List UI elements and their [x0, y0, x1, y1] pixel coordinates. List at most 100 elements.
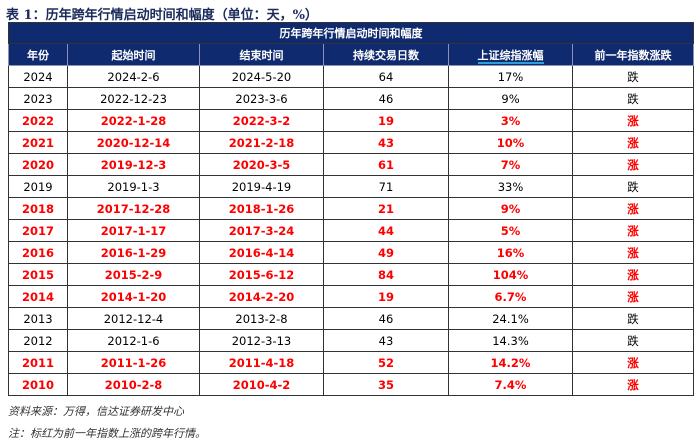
cell-days: 84 — [323, 263, 449, 286]
cell-gain: 17% — [448, 65, 573, 88]
cell-prev: 涨 — [572, 241, 694, 264]
cell-days: 21 — [323, 197, 449, 220]
cell-year: 2017 — [8, 219, 68, 242]
cell-gain: 14.2% — [448, 351, 573, 374]
cell-year: 2019 — [8, 175, 68, 198]
table-row: 2018 2017-12-28 2018-1-26 21 9% 涨 — [8, 197, 694, 220]
cell-days: 43 — [323, 131, 449, 154]
table-title: 历年跨年行情启动时间和幅度 — [8, 22, 694, 44]
cell-year: 2022 — [8, 109, 68, 132]
cell-gain: 3% — [448, 109, 573, 132]
cell-start: 2010-2-8 — [67, 373, 200, 396]
cell-end: 2016-4-14 — [199, 241, 324, 264]
header-prev: 前一年指数涨跌 — [572, 43, 694, 66]
cell-end: 2023-3-6 — [199, 87, 324, 110]
table-body: 2024 2024-2-6 2024-5-20 64 17% 跌 2023 2022-12-2… — [8, 65, 694, 396]
table-row: 2012 2012-1-6 2012-3-13 43 14.3% 跌 — [8, 329, 694, 352]
cell-start: 2016-1-29 — [67, 241, 200, 264]
cell-gain: 7.4% — [448, 373, 573, 396]
table-row: 2011 2011-1-26 2011-4-18 52 14.2% 涨 — [8, 351, 694, 374]
cell-end: 2014-2-20 — [199, 285, 324, 308]
cell-end: 2015-6-12 — [199, 263, 324, 286]
cell-gain: 24.1% — [448, 307, 573, 330]
cell-prev: 涨 — [572, 373, 694, 396]
cell-prev: 跌 — [572, 175, 694, 198]
table-row: 2017 2017-1-17 2017-3-24 44 5% 涨 — [8, 219, 694, 242]
cell-prev: 涨 — [572, 131, 694, 154]
cell-prev: 跌 — [572, 87, 694, 110]
header-year: 年份 — [8, 43, 68, 66]
cell-year: 2015 — [8, 263, 68, 286]
cell-gain: 9% — [448, 87, 573, 110]
table-row: 2024 2024-2-6 2024-5-20 64 17% 跌 — [8, 65, 694, 88]
cell-gain: 104% — [448, 263, 573, 286]
cell-end: 2010-4-2 — [199, 373, 324, 396]
table-row: 2010 2010-2-8 2010-4-2 35 7.4% 涨 — [8, 373, 694, 396]
cell-year: 2021 — [8, 131, 68, 154]
cell-end: 2022-3-2 — [199, 109, 324, 132]
footnote: 注：标红为前一年指数上涨的跨年行情。 — [8, 427, 206, 440]
cell-days: 46 — [323, 87, 449, 110]
cell-end: 2019-4-19 — [199, 175, 324, 198]
cell-year: 2014 — [8, 285, 68, 308]
cell-end: 2012-3-13 — [199, 329, 324, 352]
cell-days: 61 — [323, 153, 449, 176]
table-row: 2013 2012-12-4 2013-2-8 46 24.1% 跌 — [8, 307, 694, 330]
cell-year: 2020 — [8, 153, 68, 176]
header-gain-label: 上证综指涨幅 — [477, 48, 544, 64]
cell-gain: 7% — [448, 153, 573, 176]
cell-start: 2012-12-4 — [67, 307, 200, 330]
header-start: 起始时间 — [67, 43, 200, 66]
cell-end: 2011-4-18 — [199, 351, 324, 374]
cell-year: 2016 — [8, 241, 68, 264]
cell-start: 2014-1-20 — [67, 285, 200, 308]
cell-start: 2022-1-28 — [67, 109, 200, 132]
cell-days: 19 — [323, 285, 449, 308]
cell-start: 2020-12-14 — [67, 131, 200, 154]
cell-year: 2023 — [8, 87, 68, 110]
cell-start: 2024-2-6 — [67, 65, 200, 88]
header-gain: 上证综指涨幅 — [448, 43, 573, 66]
cell-end: 2018-1-26 — [199, 197, 324, 220]
table-row: 2022 2022-1-28 2022-3-2 19 3% 涨 — [8, 109, 694, 132]
table-row: 2014 2014-1-20 2014-2-20 19 6.7% 涨 — [8, 285, 694, 308]
cell-gain: 9% — [448, 197, 573, 220]
cell-end: 2024-5-20 — [199, 65, 324, 88]
table-row: 2019 2019-1-3 2019-4-19 71 33% 跌 — [8, 175, 694, 198]
cell-prev: 涨 — [572, 109, 694, 132]
cell-year: 2010 — [8, 373, 68, 396]
cell-end: 2013-2-8 — [199, 307, 324, 330]
cell-days: 44 — [323, 219, 449, 242]
cell-start: 2017-1-17 — [67, 219, 200, 242]
cell-days: 19 — [323, 109, 449, 132]
cell-days: 64 — [323, 65, 449, 88]
cell-end: 2020-3-5 — [199, 153, 324, 176]
cell-gain: 10% — [448, 131, 573, 154]
cell-days: 71 — [323, 175, 449, 198]
header-end: 结束时间 — [199, 43, 324, 66]
cell-days: 49 — [323, 241, 449, 264]
cell-prev: 涨 — [572, 351, 694, 374]
cell-gain: 5% — [448, 219, 573, 242]
cell-year: 2018 — [8, 197, 68, 220]
cell-year: 2024 — [8, 65, 68, 88]
source-note: 资料来源：万得，信达证券研发中心 — [8, 405, 184, 418]
cell-days: 43 — [323, 329, 449, 352]
table-row: 2021 2020-12-14 2021-2-18 43 10% 涨 — [8, 131, 694, 154]
cell-days: 46 — [323, 307, 449, 330]
cell-prev: 涨 — [572, 263, 694, 286]
cell-prev: 跌 — [572, 329, 694, 352]
cell-start: 2019-12-3 — [67, 153, 200, 176]
cell-gain: 33% — [448, 175, 573, 198]
cell-prev: 涨 — [572, 197, 694, 220]
cell-prev: 跌 — [572, 65, 694, 88]
table-row: 2016 2016-1-29 2016-4-14 49 16% 涨 — [8, 241, 694, 264]
cell-prev: 涨 — [572, 153, 694, 176]
cell-end: 2017-3-24 — [199, 219, 324, 242]
table-row: 2020 2019-12-3 2020-3-5 61 7% 涨 — [8, 153, 694, 176]
cell-prev: 涨 — [572, 285, 694, 308]
cell-year: 2012 — [8, 329, 68, 352]
cell-gain: 14.3% — [448, 329, 573, 352]
cell-start: 2015-2-9 — [67, 263, 200, 286]
table-caption: 表 1：历年跨年行情启动时间和幅度（单位：天，%） — [6, 8, 318, 23]
